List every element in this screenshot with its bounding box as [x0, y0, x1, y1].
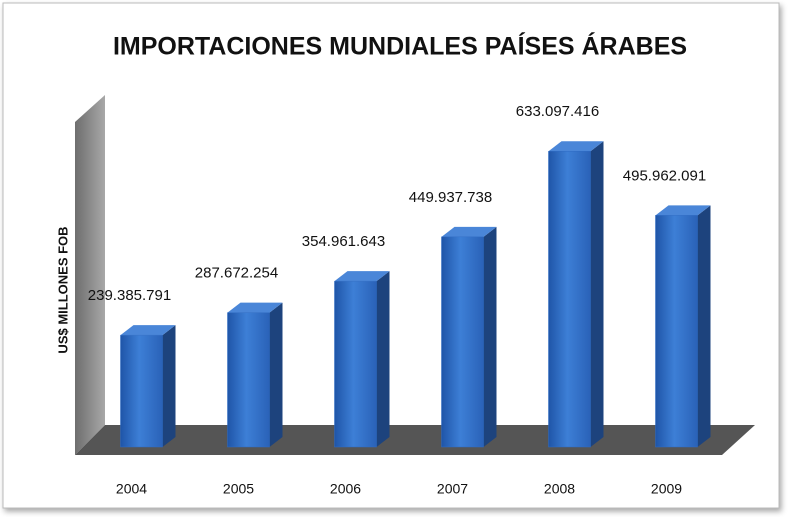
bar-side: [697, 205, 711, 447]
bar: [120, 334, 163, 448]
bar-side: [590, 141, 604, 448]
x-tick-label: 2006: [330, 481, 361, 497]
bar-top: [548, 141, 604, 152]
x-tick-label: 2004: [116, 481, 147, 497]
bar-side: [162, 325, 176, 447]
x-tick-label: 2009: [651, 481, 682, 497]
x-tick-label: 2005: [223, 481, 254, 497]
data-label: 287.672.254: [195, 265, 278, 282]
back-wall: [75, 95, 105, 455]
bar-top: [655, 205, 711, 216]
floor: [75, 425, 755, 455]
bar-side: [483, 226, 497, 447]
bar-side: [269, 302, 283, 447]
bar-top: [120, 325, 176, 336]
bar-top: [334, 271, 390, 282]
chart-title: IMPORTACIONES MUNDIALES PAÍSES ÁRABES: [113, 32, 687, 61]
data-label: 633.097.416: [516, 103, 599, 120]
y-axis-label: US$ MILLONES FOB: [55, 226, 70, 353]
data-label: 354.961.643: [302, 233, 385, 250]
data-label: 239.385.791: [88, 287, 171, 304]
x-tick-label: 2007: [437, 481, 468, 497]
bar-side: [376, 271, 390, 447]
bar: [227, 312, 270, 448]
data-label: 449.937.738: [409, 189, 492, 206]
bar: [441, 236, 484, 448]
bar-top: [441, 226, 497, 237]
bar-top: [227, 302, 283, 313]
bar: [548, 151, 591, 448]
bar: [655, 215, 698, 448]
x-tick-label: 2008: [544, 481, 575, 497]
bar: [334, 280, 377, 448]
data-label: 495.962.091: [623, 167, 706, 184]
